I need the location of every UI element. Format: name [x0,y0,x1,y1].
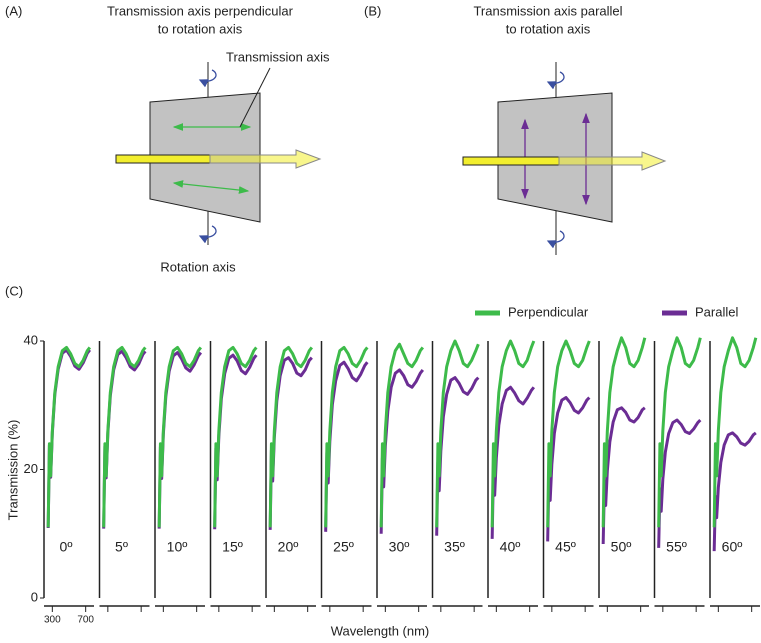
series-line [268,345,314,528]
panel-angle: 45º [555,539,576,555]
panel-label: (C) [5,283,23,298]
chart: Transmission (%) Wavelength (nm) 0 20 40 Perp… [5,304,760,638]
panel-title: to rotation axis [158,21,243,36]
panel-a: (A) Transmission axis perpendicular to r… [5,3,330,274]
series-line [490,339,536,528]
series-line [157,351,203,529]
series-line [46,345,92,528]
panel-angle: 15º [222,539,243,555]
x-tick-label: 700 [77,615,94,626]
series-line [657,418,702,548]
leader-line [239,67,271,128]
series-line [546,396,591,542]
panel-angle: 20º [278,539,299,555]
panel-title: Transmission axis parallel [473,3,622,18]
panel-angle: 30º [389,539,410,555]
annotation: Rotation axis [160,259,236,274]
series-line [435,339,480,528]
panel-angle: 10º [167,539,188,555]
panel-angle: 0º [60,539,73,555]
rotation-arrow [546,71,565,90]
rotation-arrow [546,230,565,249]
series-line [601,406,646,545]
series-line [268,356,313,530]
series-line [435,376,480,536]
rotation-arrow [198,225,217,244]
panel-angle: 25º [333,539,354,555]
x-tick-label: 300 [44,615,61,626]
light-beam [115,154,211,164]
light-beam [558,151,667,171]
y-tick-label: 0 [31,589,38,604]
x-axis-label: Wavelength (nm) [331,623,430,638]
series-line [657,336,702,528]
light-beam [209,149,322,169]
y-axis-label: Transmission (%) [5,420,20,521]
panel-label: (A) [5,3,22,18]
transmission-arrow [172,180,250,194]
panel-angle: 40º [500,539,521,555]
panel-title: to rotation axis [506,21,591,36]
series-line [712,336,758,528]
series-line [379,368,425,534]
series-line [213,353,258,530]
series-line [712,431,757,552]
legend-label: Parallel [695,304,738,319]
annotation: Transmission axis [226,49,330,64]
series-line [601,336,647,528]
series-line [102,345,147,528]
panel-angle: 5º [115,539,128,555]
series-line [102,349,147,529]
legend-label: Perpendicular [508,304,589,319]
series-line [546,339,591,528]
series-line [379,342,425,528]
rotation-arrow [198,69,217,88]
series-line [157,345,203,528]
panel-title: Transmission axis perpendicular [107,3,294,18]
series-line [324,345,369,528]
panel-label: (B) [364,3,381,18]
panel-angle: 60º [722,539,743,555]
panel-angle: 50º [611,539,632,555]
panel-angle: 55º [666,539,687,555]
light-beam [462,156,560,166]
series-line [46,348,92,528]
y-tick-label: 40 [24,332,38,347]
series-line [490,385,536,539]
panel-angle: 35º [444,539,465,555]
y-tick-label: 20 [24,461,38,476]
panel-b: (B) Transmission axis parallel to rotati… [364,3,667,255]
series-line [213,345,258,528]
